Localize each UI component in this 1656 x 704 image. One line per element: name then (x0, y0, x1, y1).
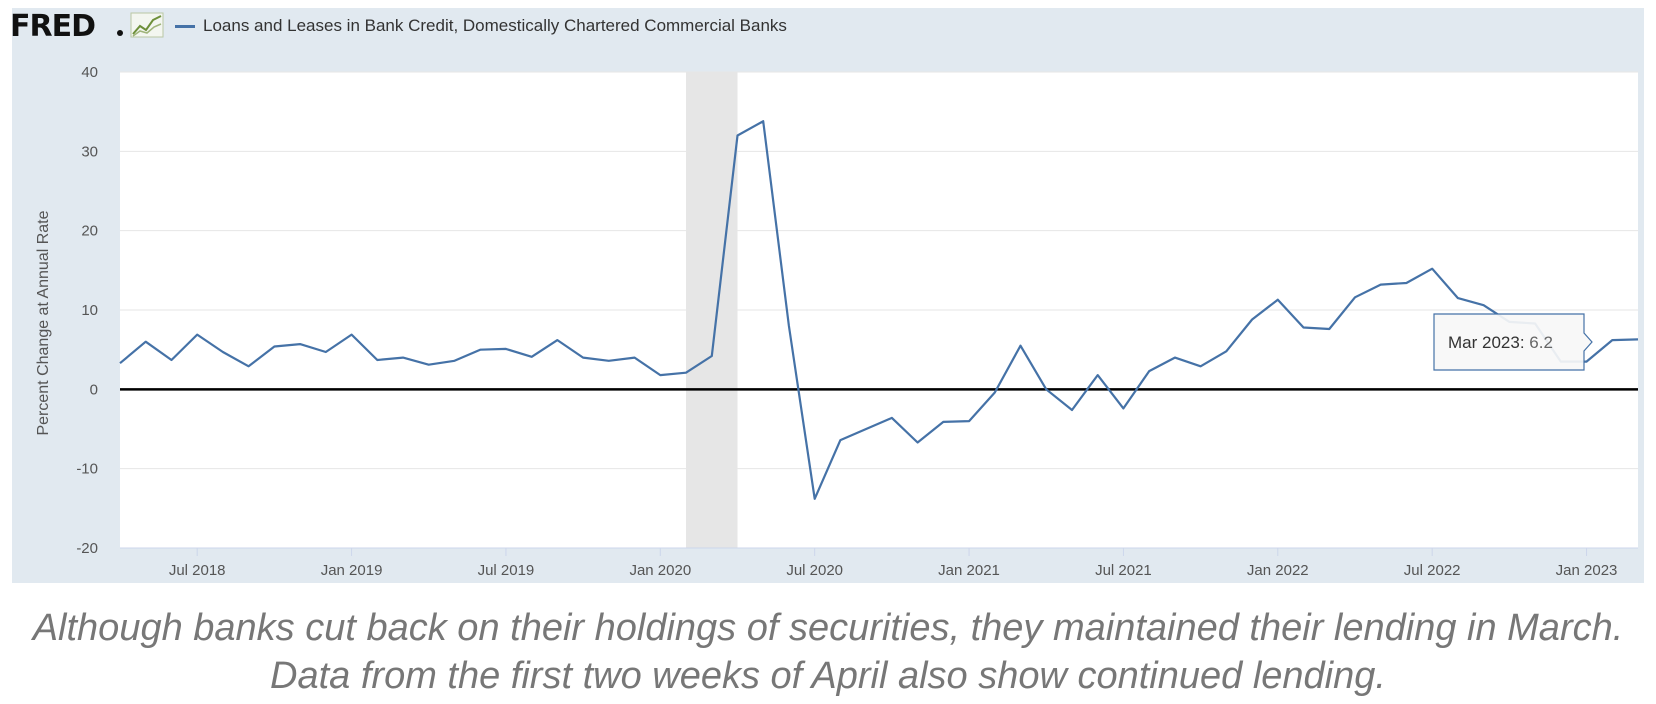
series-line[interactable] (119, 120, 1639, 500)
x-tick-label: Jul 2022 (1404, 562, 1461, 579)
legend-label: Loans and Leases in Bank Credit, Domesti… (203, 16, 787, 35)
legend-swatch (175, 24, 195, 28)
y-tick-label: 20 (81, 223, 98, 240)
x-tick-label: Jan 2021 (938, 562, 1000, 579)
line-chart[interactable]: 40 30 20 10 0 -10 -20 Jul 2018 Jan 2019 Jul 2019… (0, 0, 1656, 604)
chart-legend[interactable]: Loans and Leases in Bank Credit, Domesti… (175, 12, 787, 40)
x-tick-label: Jul 2019 (478, 562, 535, 579)
x-tick-label: Jan 2019 (321, 562, 383, 579)
recession-shading (686, 72, 738, 548)
fred-logo: FRED (10, 9, 96, 44)
x-tick-label: Jul 2018 (169, 562, 226, 579)
y-axis-label: Percent Change at Annual Rate (35, 210, 52, 435)
y-tick-label: 0 (90, 381, 98, 398)
y-tick-label: 30 (81, 143, 98, 160)
caption-line-1: Although banks cut back on their holding… (32, 607, 1624, 649)
y-tick-label: -10 (76, 461, 98, 478)
x-tick-label: Jan 2023 (1556, 562, 1618, 579)
chart-logo-icon (130, 12, 164, 38)
tooltip-box (1433, 313, 1593, 371)
y-tick-label: 10 (81, 302, 98, 319)
logo-registered-dot (117, 30, 123, 36)
tooltip-value: 6.2 (1529, 333, 1553, 352)
y-tick-label: -20 (76, 540, 98, 557)
y-tick-label: 40 (81, 64, 98, 81)
x-tick-label: Jul 2021 (1095, 562, 1152, 579)
caption-line-2: Data from the first two weeks of April a… (270, 655, 1386, 697)
x-tick-label: Jan 2022 (1247, 562, 1309, 579)
tooltip-text: Mar 2023: 6.2 (1448, 333, 1553, 352)
tooltip-date: Mar 2023: (1448, 333, 1529, 352)
x-tick-label: Jul 2020 (786, 562, 843, 579)
x-tick-label: Jan 2020 (629, 562, 691, 579)
caption: Although banks cut back on their holding… (0, 604, 1656, 700)
